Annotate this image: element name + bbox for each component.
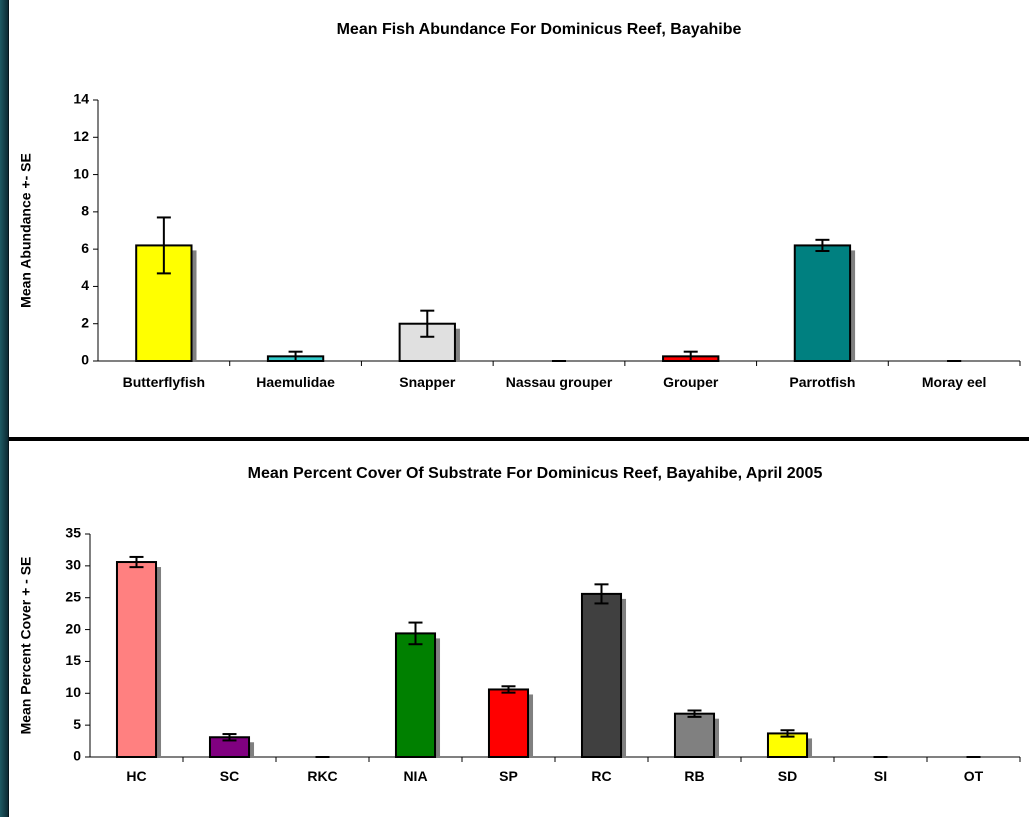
- y-tick-label: 0: [73, 748, 81, 764]
- y-tick-label: 4: [81, 277, 89, 293]
- x-tick-label: RKC: [307, 768, 338, 784]
- x-tick-label: SI: [873, 768, 888, 784]
- y-tick-label: 35: [65, 525, 81, 541]
- y-axis-label: Mean Abundance +- SE: [18, 153, 34, 308]
- x-tick-label: Grouper: [663, 374, 719, 390]
- bar: [115, 561, 158, 758]
- y-tick-label: 12: [73, 128, 89, 144]
- y-tick-label: 0: [81, 352, 89, 368]
- x-tick-label: HC: [126, 768, 147, 784]
- x-tick-label: Moray eel: [921, 374, 987, 390]
- x-tick-label: Haemulidae: [256, 374, 335, 390]
- bar: [793, 244, 852, 363]
- bar: [394, 632, 437, 758]
- y-tick-label: 8: [81, 203, 89, 219]
- x-tick-label: Nassau grouper: [505, 374, 613, 390]
- y-tick-label: 20: [65, 620, 81, 636]
- x-tick-label: OT: [963, 768, 984, 784]
- x-tick-label: SC: [219, 768, 240, 784]
- y-tick-label: 6: [81, 240, 89, 256]
- bar: [487, 688, 530, 758]
- bar: [673, 712, 716, 758]
- chart: Mean Percent Cover Of Substrate For Domi…: [18, 465, 1021, 764]
- bar: [580, 592, 623, 758]
- x-tick-label: NIA: [403, 768, 428, 784]
- y-tick-label: 30: [65, 557, 81, 573]
- x-tick-label: RB: [684, 768, 705, 784]
- y-tick-label: 15: [65, 652, 81, 668]
- y-tick-label: 10: [73, 165, 89, 181]
- chart: Mean Fish Abundance For Dominicus Reef, …: [18, 21, 1021, 368]
- x-tick-label: Parrotfish: [789, 374, 856, 390]
- y-axis-label: Mean Percent Cover + - SE: [18, 557, 34, 735]
- chart-title: Mean Percent Cover Of Substrate For Domi…: [248, 465, 823, 482]
- x-tick-label: RC: [591, 768, 612, 784]
- x-tick-label: SP: [499, 768, 518, 784]
- y-tick-label: 14: [73, 91, 89, 107]
- x-tick-label: SD: [777, 768, 798, 784]
- chart-title: Mean Fish Abundance For Dominicus Reef, …: [337, 21, 742, 38]
- y-tick-label: 25: [65, 588, 81, 604]
- y-tick-label: 10: [65, 684, 81, 700]
- chart-panel: Mean Fish Abundance For Dominicus Reef, …: [9, 0, 1029, 437]
- x-tick-label: Snapper: [399, 374, 456, 390]
- y-tick-label: 5: [73, 716, 81, 732]
- y-tick-label: 2: [81, 314, 89, 330]
- chart-panel: Mean Percent Cover Of Substrate For Domi…: [9, 441, 1029, 817]
- x-tick-label: Butterflyfish: [122, 374, 206, 390]
